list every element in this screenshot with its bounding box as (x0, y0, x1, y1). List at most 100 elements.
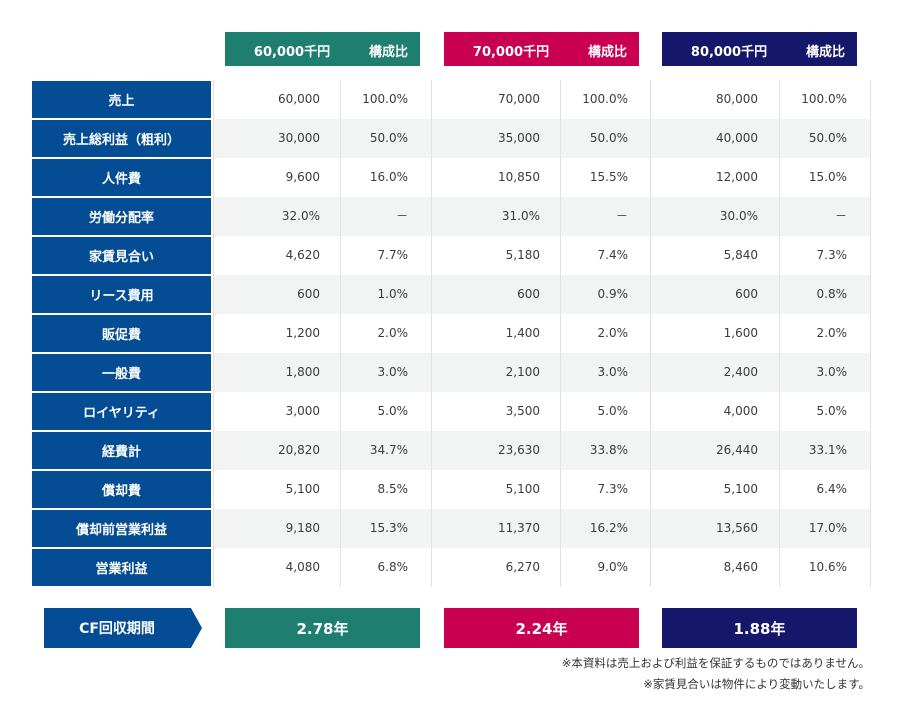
ratio-cell: 3.0% (597, 365, 629, 379)
cf-period-label: CF回収期間 (44, 608, 202, 648)
ratio-cell: 15.5% (589, 170, 628, 184)
ratio-cell: － (834, 209, 847, 223)
ratio-cell: 3.0% (816, 365, 848, 379)
ratio-cell: 5.0% (816, 404, 848, 418)
row-label: 販促費 (32, 315, 211, 352)
value-cell: 5,180 (505, 248, 540, 262)
value-cell: 4,000 (723, 404, 758, 418)
row-label: 一般費 (32, 354, 211, 391)
value-cell: 3,000 (285, 404, 320, 418)
ratio-cell: 7.3% (597, 482, 629, 496)
ratio-cell: 2.0% (816, 326, 848, 340)
plan-ratio-label: 構成比 (368, 45, 408, 60)
table-row (213, 275, 871, 314)
value-cell: 600 (735, 287, 758, 301)
ratio-cell: 33.8% (589, 443, 628, 457)
ratio-cell: 7.7% (377, 248, 409, 262)
row-label: ロイヤリティ (32, 393, 211, 430)
ratio-cell: 3.0% (377, 365, 409, 379)
value-cell: 30.0% (719, 209, 758, 223)
plan-header-3: 80,000千円 構成比 (662, 32, 857, 66)
value-cell: 2,400 (723, 365, 758, 379)
ratio-cell: 34.7% (369, 443, 408, 457)
value-cell: 80,000 (716, 92, 758, 106)
table-row (213, 119, 871, 158)
row-label: リース費用 (32, 276, 211, 313)
ratio-cell: 6.4% (816, 482, 848, 496)
column-divider (213, 80, 214, 587)
value-cell: 70,000 (498, 92, 540, 106)
value-cell: 4,080 (285, 560, 320, 574)
value-cell: 3,500 (505, 404, 540, 418)
value-cell: 1,800 (285, 365, 320, 379)
ratio-cell: 50.0% (369, 131, 408, 145)
value-cell: 9,600 (285, 170, 320, 184)
disclaimer-note: ※本資料は売上および利益を保証するものではありません。 (561, 656, 870, 670)
ratio-cell: 2.0% (377, 326, 409, 340)
column-divider (650, 80, 651, 587)
plan-amount: 60,000千円 (253, 45, 331, 60)
ratio-cell: 1.0% (377, 287, 409, 301)
value-cell: 5,100 (723, 482, 758, 496)
ratio-cell: － (615, 209, 628, 223)
column-divider (560, 80, 561, 587)
value-cell: 31.0% (501, 209, 540, 223)
plan-amount: 80,000千円 (690, 45, 768, 60)
value-cell: 12,000 (716, 170, 758, 184)
column-divider (779, 80, 780, 587)
row-label: 経費計 (32, 432, 211, 469)
ratio-cell: 7.4% (597, 248, 629, 262)
cf-period-value: 2.24年 (444, 608, 639, 648)
value-cell: 30,000 (278, 131, 320, 145)
ratio-cell: 15.0% (808, 170, 847, 184)
value-cell: 26,440 (716, 443, 758, 457)
value-cell: 23,630 (498, 443, 540, 457)
ratio-cell: 16.0% (369, 170, 408, 184)
value-cell: 1,600 (723, 326, 758, 340)
plan-ratio-label: 構成比 (805, 45, 845, 60)
row-label: 売上 (32, 81, 211, 118)
row-label: 売上総利益（粗利） (32, 120, 211, 157)
row-label: 労働分配率 (32, 198, 211, 235)
value-cell: 40,000 (716, 131, 758, 145)
ratio-cell: 8.5% (377, 482, 409, 496)
ratio-cell: 6.8% (377, 560, 409, 574)
value-cell: 5,100 (285, 482, 320, 496)
row-label: 償却費 (32, 471, 211, 508)
ratio-cell: 5.0% (597, 404, 629, 418)
value-cell: 4,620 (285, 248, 320, 262)
ratio-cell: 100.0% (801, 92, 847, 106)
ratio-cell: 9.0% (597, 560, 629, 574)
cf-period-value: 1.88年 (662, 608, 857, 648)
value-cell: 60,000 (278, 92, 320, 106)
row-label: 営業利益 (32, 549, 211, 586)
ratio-cell: 15.3% (369, 521, 408, 535)
ratio-cell: 100.0% (362, 92, 408, 106)
value-cell: 8,460 (723, 560, 758, 574)
ratio-cell: 17.0% (808, 521, 847, 535)
ratio-cell: 50.0% (589, 131, 628, 145)
ratio-cell: 0.9% (597, 287, 629, 301)
ratio-cell: 5.0% (377, 404, 409, 418)
column-divider (870, 80, 871, 587)
cf-period-value: 2.78年 (225, 608, 420, 648)
table-row (213, 353, 871, 392)
value-cell: 13,560 (716, 521, 758, 535)
ratio-cell: 2.0% (597, 326, 629, 340)
value-cell: 20,820 (278, 443, 320, 457)
row-label: 償却前営業利益 (32, 510, 211, 547)
value-cell: 11,370 (498, 521, 540, 535)
rent-note: ※家賃見合いは物件により変動いたします。 (643, 677, 870, 691)
ratio-cell: 16.2% (589, 521, 628, 535)
value-cell: 1,400 (505, 326, 540, 340)
value-cell: 600 (517, 287, 540, 301)
value-cell: 5,840 (723, 248, 758, 262)
value-cell: 2,100 (505, 365, 540, 379)
column-divider (431, 80, 432, 587)
ratio-cell: 10.6% (808, 560, 847, 574)
ratio-cell: 33.1% (808, 443, 847, 457)
ratio-cell: 50.0% (808, 131, 847, 145)
value-cell: 6,270 (505, 560, 540, 574)
value-cell: 9,180 (285, 521, 320, 535)
plan-ratio-label: 構成比 (587, 45, 627, 60)
